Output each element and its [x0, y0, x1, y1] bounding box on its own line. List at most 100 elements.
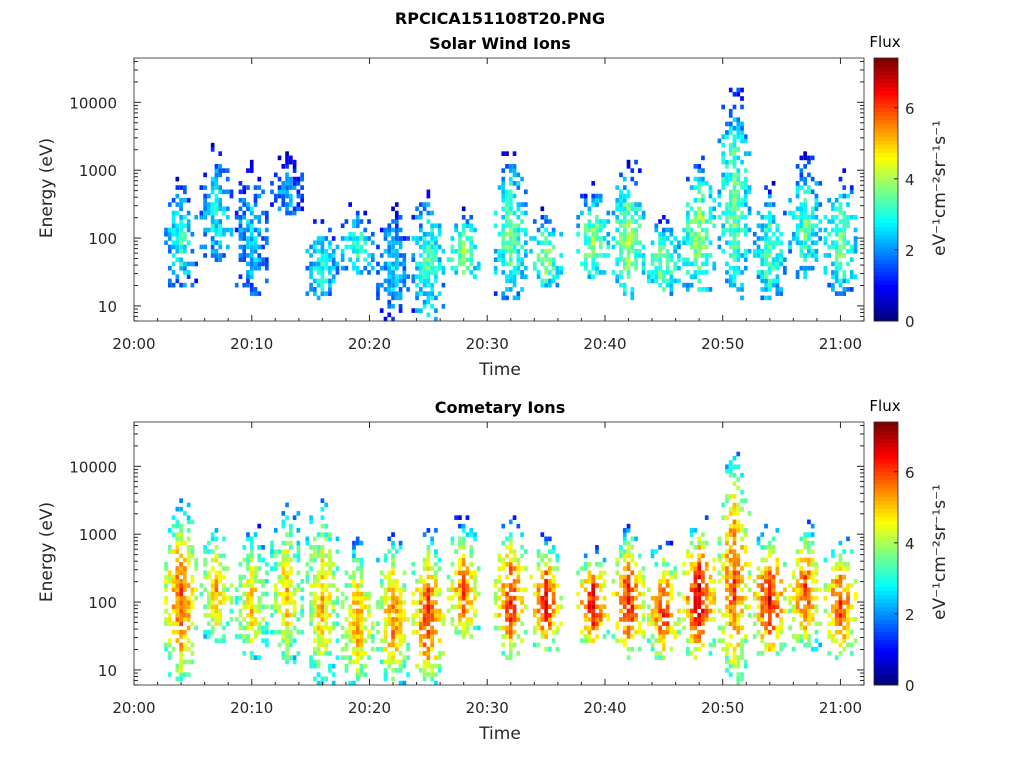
heatmap-cell: [747, 185, 752, 190]
heatmap-cell: [544, 214, 548, 220]
heatmap-cell: [379, 227, 384, 233]
heatmap-cell: [296, 202, 301, 207]
heatmap-cell: [630, 553, 635, 559]
heatmap-cell: [501, 227, 506, 233]
heatmap-cell: [799, 214, 804, 220]
heatmap-cell: [689, 206, 694, 212]
heatmap-cell: [171, 214, 176, 220]
heatmap-cell: [437, 655, 442, 660]
heatmap-cell: [743, 151, 748, 156]
heatmap-cell: [764, 248, 768, 254]
heatmap-cell: [580, 600, 584, 605]
heatmap-cell: [505, 545, 509, 550]
heatmap-cell: [544, 608, 548, 614]
heatmap-cell: [788, 625, 792, 631]
heatmap-cell: [387, 274, 392, 279]
heatmap-cell: [238, 197, 243, 203]
heatmap-cell: [810, 540, 815, 546]
heatmap-cell: [834, 244, 839, 250]
heatmap-cell: [426, 549, 431, 554]
heatmap-cell: [352, 659, 356, 665]
heatmap-cell: [598, 223, 603, 229]
heatmap-cell: [257, 185, 262, 190]
heatmap-cell: [501, 151, 506, 156]
heatmap-cell: [689, 282, 694, 288]
heatmap-cell: [743, 197, 748, 203]
heatmap-cell: [434, 265, 438, 271]
heatmap-cell: [775, 595, 780, 601]
heatmap-cell: [469, 248, 474, 254]
heatmap-cell: [391, 595, 395, 601]
heatmap-cell: [775, 629, 780, 635]
heatmap-cell: [355, 655, 360, 660]
heatmap-cell: [788, 240, 792, 246]
heatmap-cell: [167, 655, 172, 660]
heatmap-cell: [465, 219, 470, 224]
heatmap-cell: [320, 506, 325, 512]
heatmap-cell: [222, 227, 226, 233]
heatmap-cell: [214, 608, 219, 614]
heatmap-cell: [548, 219, 552, 224]
heatmap-cell: [285, 646, 289, 652]
heatmap-cell: [682, 282, 686, 288]
heatmap-cell: [686, 202, 690, 207]
heatmap-cell: [626, 223, 631, 229]
heatmap-cell: [164, 578, 168, 584]
heatmap-cell: [328, 638, 332, 643]
heatmap-cell: [634, 210, 638, 216]
heatmap-cell: [803, 223, 807, 229]
heatmap-cell: [398, 214, 403, 220]
heatmap-cell: [814, 646, 819, 652]
heatmap-cell: [234, 210, 239, 216]
heatmap-cell: [721, 134, 726, 139]
heatmap-cell: [728, 278, 733, 284]
heatmap-cell: [767, 549, 772, 554]
heatmap-cell: [697, 638, 702, 643]
heatmap-cell: [273, 583, 278, 588]
heatmap-cell: [441, 617, 446, 622]
heatmap-cell: [779, 240, 783, 246]
heatmap-cell: [422, 591, 427, 597]
heatmap-cell: [544, 553, 548, 559]
heatmap-cell: [324, 604, 328, 610]
heatmap-cell: [512, 282, 517, 288]
heatmap-cell: [838, 583, 843, 588]
heatmap-cell: [606, 231, 611, 237]
heatmap-cell: [732, 155, 737, 161]
heatmap-cell: [598, 561, 603, 567]
heatmap-cell: [363, 672, 368, 677]
heatmap-cell: [743, 498, 748, 503]
heatmap-cell: [363, 265, 368, 271]
heatmap-cell: [331, 261, 336, 267]
heatmap-cell: [391, 261, 395, 267]
heatmap-cell: [508, 519, 513, 525]
heatmap-cell: [626, 528, 631, 533]
heatmap-cell: [249, 168, 254, 173]
heatmap-cell: [450, 604, 455, 610]
heatmap-cell: [461, 570, 466, 576]
colorbar-segment: [874, 173, 898, 178]
heatmap-cell: [434, 549, 438, 554]
heatmap-cell: [634, 257, 638, 263]
heatmap-cell: [179, 185, 183, 190]
heatmap-cell: [242, 625, 247, 631]
heatmap-cell: [512, 172, 517, 178]
heatmap-cell: [661, 227, 666, 233]
heatmap-cell: [430, 676, 434, 682]
heatmap-cell: [249, 291, 254, 296]
heatmap-cell: [249, 545, 254, 550]
heatmap-cell: [743, 561, 748, 567]
heatmap-cell: [183, 570, 187, 576]
heatmap-cell: [446, 608, 451, 614]
heatmap-cell: [186, 638, 191, 643]
heatmap-cell: [619, 270, 623, 275]
heatmap-cell: [411, 214, 416, 220]
heatmap-cell: [818, 227, 823, 233]
heatmap-cell: [363, 638, 368, 643]
heatmap-cell: [246, 621, 250, 627]
heatmap-cell: [846, 287, 850, 292]
heatmap-cell: [708, 253, 713, 258]
heatmap-cell: [756, 604, 761, 610]
heatmap-cell: [831, 206, 835, 212]
heatmap-cell: [359, 270, 364, 275]
